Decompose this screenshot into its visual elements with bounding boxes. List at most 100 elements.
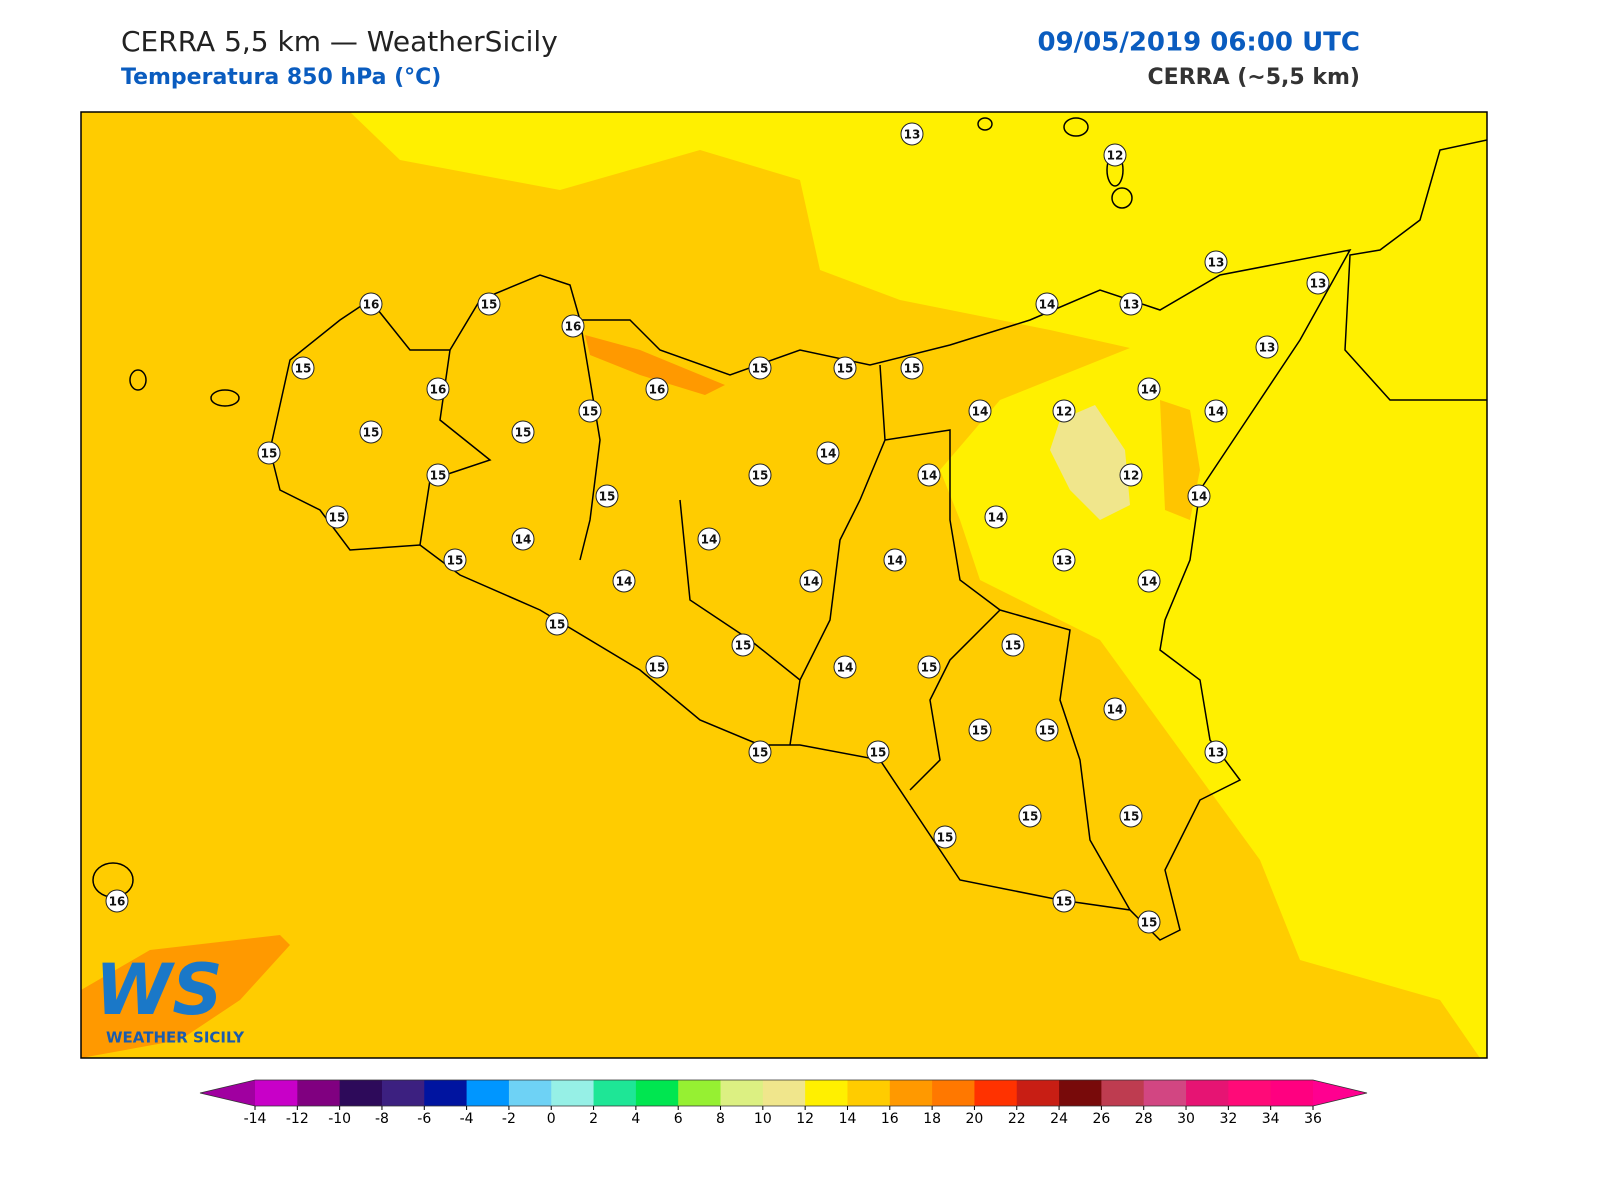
colorbar-bin <box>1101 1080 1145 1106</box>
colorbar-tick-label: -4 <box>460 1111 474 1127</box>
station-marker <box>1035 718 1059 742</box>
station-marker <box>443 548 467 572</box>
station-value: 16 <box>649 383 666 397</box>
station-value: 15 <box>363 426 380 440</box>
colorbar-bin <box>762 1080 806 1106</box>
station-marker <box>816 441 840 465</box>
station-marker <box>595 484 619 508</box>
station-marker <box>291 356 315 380</box>
station-marker <box>1255 335 1279 359</box>
station-value: 15 <box>447 554 464 568</box>
station-value: 16 <box>565 320 582 334</box>
station-value: 14 <box>515 533 532 547</box>
colorbar-tick-label: -10 <box>328 1111 351 1127</box>
station-value: 15 <box>481 298 498 312</box>
station-marker <box>1001 633 1025 657</box>
colorbar-bin <box>635 1080 679 1106</box>
source: CERRA (~5,5 km) <box>1148 65 1360 90</box>
station-value: 13 <box>1123 298 1140 312</box>
station-marker <box>866 740 890 764</box>
colorbar-tick-label: 32 <box>1219 1111 1237 1127</box>
station-marker <box>545 612 569 636</box>
colorbar-bin <box>466 1080 510 1106</box>
station-value: 15 <box>261 447 278 461</box>
colorbar-tick-label: 36 <box>1304 1111 1322 1127</box>
colorbar-bin <box>1059 1080 1102 1106</box>
colorbar-tick-label: 26 <box>1092 1111 1110 1127</box>
map: 13 12 13 13 14 13 16 15 16 15 15 15 15 13 16 16 15 14 12 14… <box>81 112 1487 1058</box>
station-marker <box>968 718 992 742</box>
station-value: 15 <box>752 746 769 760</box>
colorbar-bin <box>932 1080 975 1106</box>
colorbar-over <box>1313 1080 1367 1106</box>
colorbar-tick-label: 18 <box>923 1111 941 1127</box>
station-value: 14 <box>887 554 904 568</box>
station-marker <box>900 122 924 146</box>
colorbar: -14 -12 -10 -8 -6 -4 -2 0 2 4 6 8 10 12 14 16 18 20 22 24 26… <box>199 1079 1368 1127</box>
station-value: 14 <box>1107 703 1124 717</box>
station-value: 15 <box>582 405 599 419</box>
colorbar-tick-label: -14 <box>244 1111 267 1127</box>
station-value: 14 <box>972 405 989 419</box>
station-value: 15 <box>1039 724 1056 738</box>
colorbar-tick-label: 34 <box>1262 1111 1280 1127</box>
station-value: 15 <box>430 469 447 483</box>
station-marker <box>731 633 755 657</box>
station-value: 15 <box>329 511 346 525</box>
station-marker <box>1052 889 1076 913</box>
colorbar-tick-label: 22 <box>1008 1111 1026 1127</box>
station-value: 14 <box>1141 575 1158 589</box>
station-marker <box>1119 463 1143 487</box>
station-value: 15 <box>837 362 854 376</box>
station-value: 12 <box>1123 469 1140 483</box>
station-value: 15 <box>1123 810 1140 824</box>
colorbar-bin <box>1228 1080 1272 1106</box>
station-marker <box>1119 804 1143 828</box>
station-marker <box>799 569 823 593</box>
station-marker <box>1137 569 1161 593</box>
station-value: 15 <box>921 661 938 675</box>
station-value: 15 <box>549 618 566 632</box>
colorbar-tick-label: 4 <box>631 1111 640 1127</box>
station-marker <box>105 889 129 913</box>
station-value: 14 <box>921 469 938 483</box>
station-marker <box>1052 548 1076 572</box>
colorbar-bin <box>889 1080 933 1106</box>
logo-mark: WS <box>95 949 223 1031</box>
colorbar-bin <box>593 1080 637 1106</box>
colorbar-tick-label: 14 <box>839 1111 857 1127</box>
station-marker <box>883 548 907 572</box>
station-marker <box>1137 377 1161 401</box>
station-value: 15 <box>1056 895 1073 909</box>
station-value: 13 <box>1056 554 1073 568</box>
colorbar-bin <box>551 1080 595 1106</box>
colorbar-tick-label: -2 <box>502 1111 516 1127</box>
colorbar-bin <box>805 1080 848 1106</box>
colorbar-tick-label: 8 <box>716 1111 725 1127</box>
colorbar-under <box>200 1080 255 1106</box>
station-marker <box>645 655 669 679</box>
station-value: 13 <box>1208 746 1225 760</box>
colorbar-bin <box>1143 1080 1187 1106</box>
station-value: 15 <box>1022 810 1039 824</box>
station-marker <box>325 505 349 529</box>
station-marker <box>359 420 383 444</box>
colorbar-bin <box>424 1080 468 1106</box>
colorbar-tick-label: -8 <box>375 1111 389 1127</box>
station-value: 13 <box>1208 256 1225 270</box>
colorbar-bin <box>297 1080 341 1106</box>
station-value: 12 <box>1107 149 1124 163</box>
station-marker <box>833 655 857 679</box>
colorbar-bin <box>339 1080 383 1106</box>
station-marker <box>1204 250 1228 274</box>
station-value: 14 <box>837 661 854 675</box>
station-value: 14 <box>616 575 633 589</box>
logo-name: WEATHER SICILY <box>106 1029 245 1047</box>
colorbar-bin <box>381 1080 425 1106</box>
station-marker <box>578 399 602 423</box>
colorbar-bin <box>974 1080 1018 1106</box>
station-value: 13 <box>1259 341 1276 355</box>
station-marker <box>917 655 941 679</box>
